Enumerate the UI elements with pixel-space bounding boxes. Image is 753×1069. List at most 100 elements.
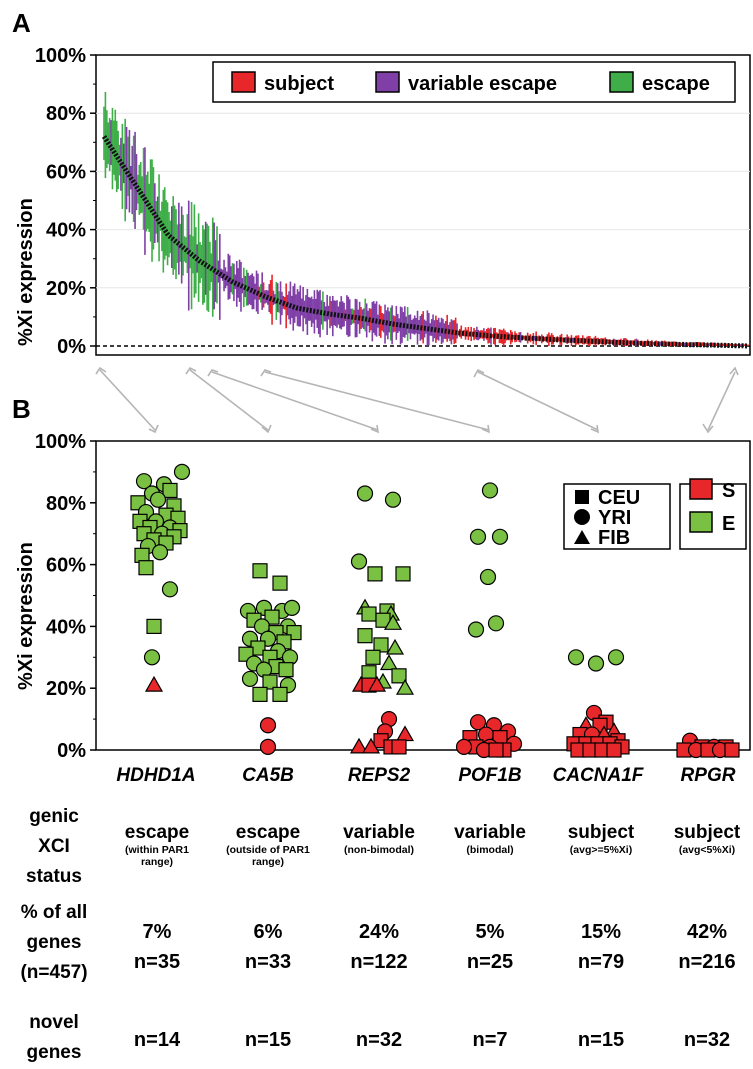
gene-count-value: n=33: [244, 951, 292, 973]
percent-cell: 24% n=122: [320, 917, 438, 977]
data-point-triangle: [367, 675, 387, 692]
novel-cell: n=32: [320, 1025, 438, 1055]
panel-b-points: [130, 463, 740, 759]
xci-status-value: escape: [124, 822, 190, 843]
data-point-square: [278, 662, 294, 678]
data-point-circle: [587, 655, 605, 672]
data-point-circle: [151, 544, 169, 561]
legend-label-escape: escape: [642, 73, 710, 95]
data-point-circle: [241, 670, 259, 688]
data-point-triangle: [349, 737, 369, 754]
data-point-square: [357, 628, 373, 644]
data-point-circle: [135, 473, 153, 490]
xci-status-cell: escape (within PAR1 range): [98, 822, 216, 868]
percent-cell: 42% n=216: [648, 917, 753, 977]
data-point-circle: [455, 738, 473, 756]
xci-status-detail: (avg>=5%Xi): [569, 844, 633, 856]
row-header-line: novel: [29, 1012, 79, 1033]
legend-square-marker: [575, 490, 589, 504]
data-point-square: [138, 560, 154, 576]
y-tick-label: 100%: [35, 45, 86, 67]
data-point-square: [252, 563, 268, 579]
y-tick-label: 60%: [46, 161, 86, 183]
data-point-circle: [567, 649, 585, 666]
y-tick-label: 80%: [46, 493, 86, 515]
gene-label: REPS2: [348, 765, 411, 786]
xci-status-detail: (non-bimodal): [344, 844, 414, 856]
y-tick-label: 20%: [46, 278, 86, 300]
data-point-square: [162, 482, 178, 499]
percent-value: 5%: [475, 921, 505, 943]
mean-expression-curve: [101, 135, 748, 349]
percent-value: 7%: [142, 921, 172, 943]
data-point-circle: [173, 463, 191, 480]
panel-a-plot-area: [95, 54, 751, 356]
legend-label-s: S: [722, 480, 735, 502]
percent-cell: 6% n=33: [209, 917, 327, 977]
panel-a-label: A: [12, 8, 31, 38]
arrow-reps2: [211, 371, 379, 431]
gene-label: CA5B: [242, 765, 294, 786]
data-point-circle: [356, 485, 374, 502]
y-tick-label: 100%: [35, 431, 86, 453]
legend-label-subject: subject: [264, 73, 334, 95]
novel-count-value: n=7: [472, 1029, 508, 1051]
data-point-circle: [487, 615, 505, 632]
xci-status-value: escape: [235, 822, 301, 843]
xci-status-cell: variable (non-bimodal): [320, 822, 438, 856]
novel-count-value: n=14: [133, 1029, 181, 1051]
legend-circle-marker: [574, 509, 590, 525]
row-header-line: genes: [26, 1042, 82, 1063]
data-point-circle: [607, 649, 625, 666]
percent-value: 24%: [358, 921, 400, 943]
y-tick-label: 0%: [57, 740, 86, 762]
legend-label-variable-escape: variable escape: [408, 73, 557, 95]
data-point-square: [724, 742, 740, 758]
data-point-circle: [161, 581, 179, 598]
novel-cell: n=32: [648, 1025, 753, 1055]
legend-swatch-subject: [231, 71, 256, 93]
data-point-square: [367, 566, 383, 582]
gene-count-value: n=25: [466, 951, 514, 973]
arrow-hdhd1a: [99, 369, 156, 431]
xci-status-detail: (within PAR1 range): [125, 844, 189, 868]
percent-value: 42%: [686, 921, 728, 943]
y-tick-label: 60%: [46, 555, 86, 577]
panel-a-y-ticks: 0% 20% 40% 60% 80% 100%: [35, 45, 96, 358]
row-header-novel: novel genes: [4, 1008, 104, 1068]
percent-value: 6%: [253, 921, 283, 943]
novel-cell: n=15: [209, 1025, 327, 1055]
data-point-square: [395, 566, 411, 582]
row-header-line: (n=457): [20, 962, 88, 983]
data-point-circle: [481, 482, 499, 499]
panel-b-y-axis-title: %Xi expression: [15, 542, 37, 690]
connector-arrows: [95, 366, 739, 434]
gene-label: HDHD1A: [116, 765, 195, 786]
novel-count-value: n=15: [244, 1029, 292, 1051]
arrow-pof1b: [264, 371, 490, 431]
xci-status-detail: (avg<5%Xi): [678, 844, 736, 856]
xci-status-detail: (bimodal): [466, 844, 514, 856]
y-tick-label: 40%: [46, 616, 86, 638]
xci-status-detail: (outside of PAR1 range): [226, 844, 310, 868]
novel-cell: n=15: [542, 1025, 660, 1055]
gene-count-value: n=122: [350, 951, 408, 973]
data-point-circle: [469, 714, 487, 731]
data-point-circle: [469, 528, 487, 545]
data-point-square: [262, 674, 278, 690]
legend-label-fib: FIB: [598, 527, 630, 549]
xci-status-value: subject: [567, 822, 635, 843]
data-point-triangle: [385, 638, 405, 655]
panel-b-shape-legend: CEU YRI FIB: [563, 483, 671, 550]
data-point-circle: [491, 528, 509, 545]
xci-status-value: subject: [673, 822, 741, 843]
y-tick-label: 80%: [46, 103, 86, 125]
row-header-line: genic: [29, 806, 79, 827]
y-tick-label: 40%: [46, 220, 86, 242]
gene-count-value: n=35: [133, 951, 181, 973]
arrow-rpgr: [707, 371, 736, 431]
data-point-triangle: [144, 675, 164, 692]
data-point-circle: [479, 568, 497, 586]
gene-label: POF1B: [458, 765, 522, 786]
row-header-line: genes: [26, 932, 82, 953]
